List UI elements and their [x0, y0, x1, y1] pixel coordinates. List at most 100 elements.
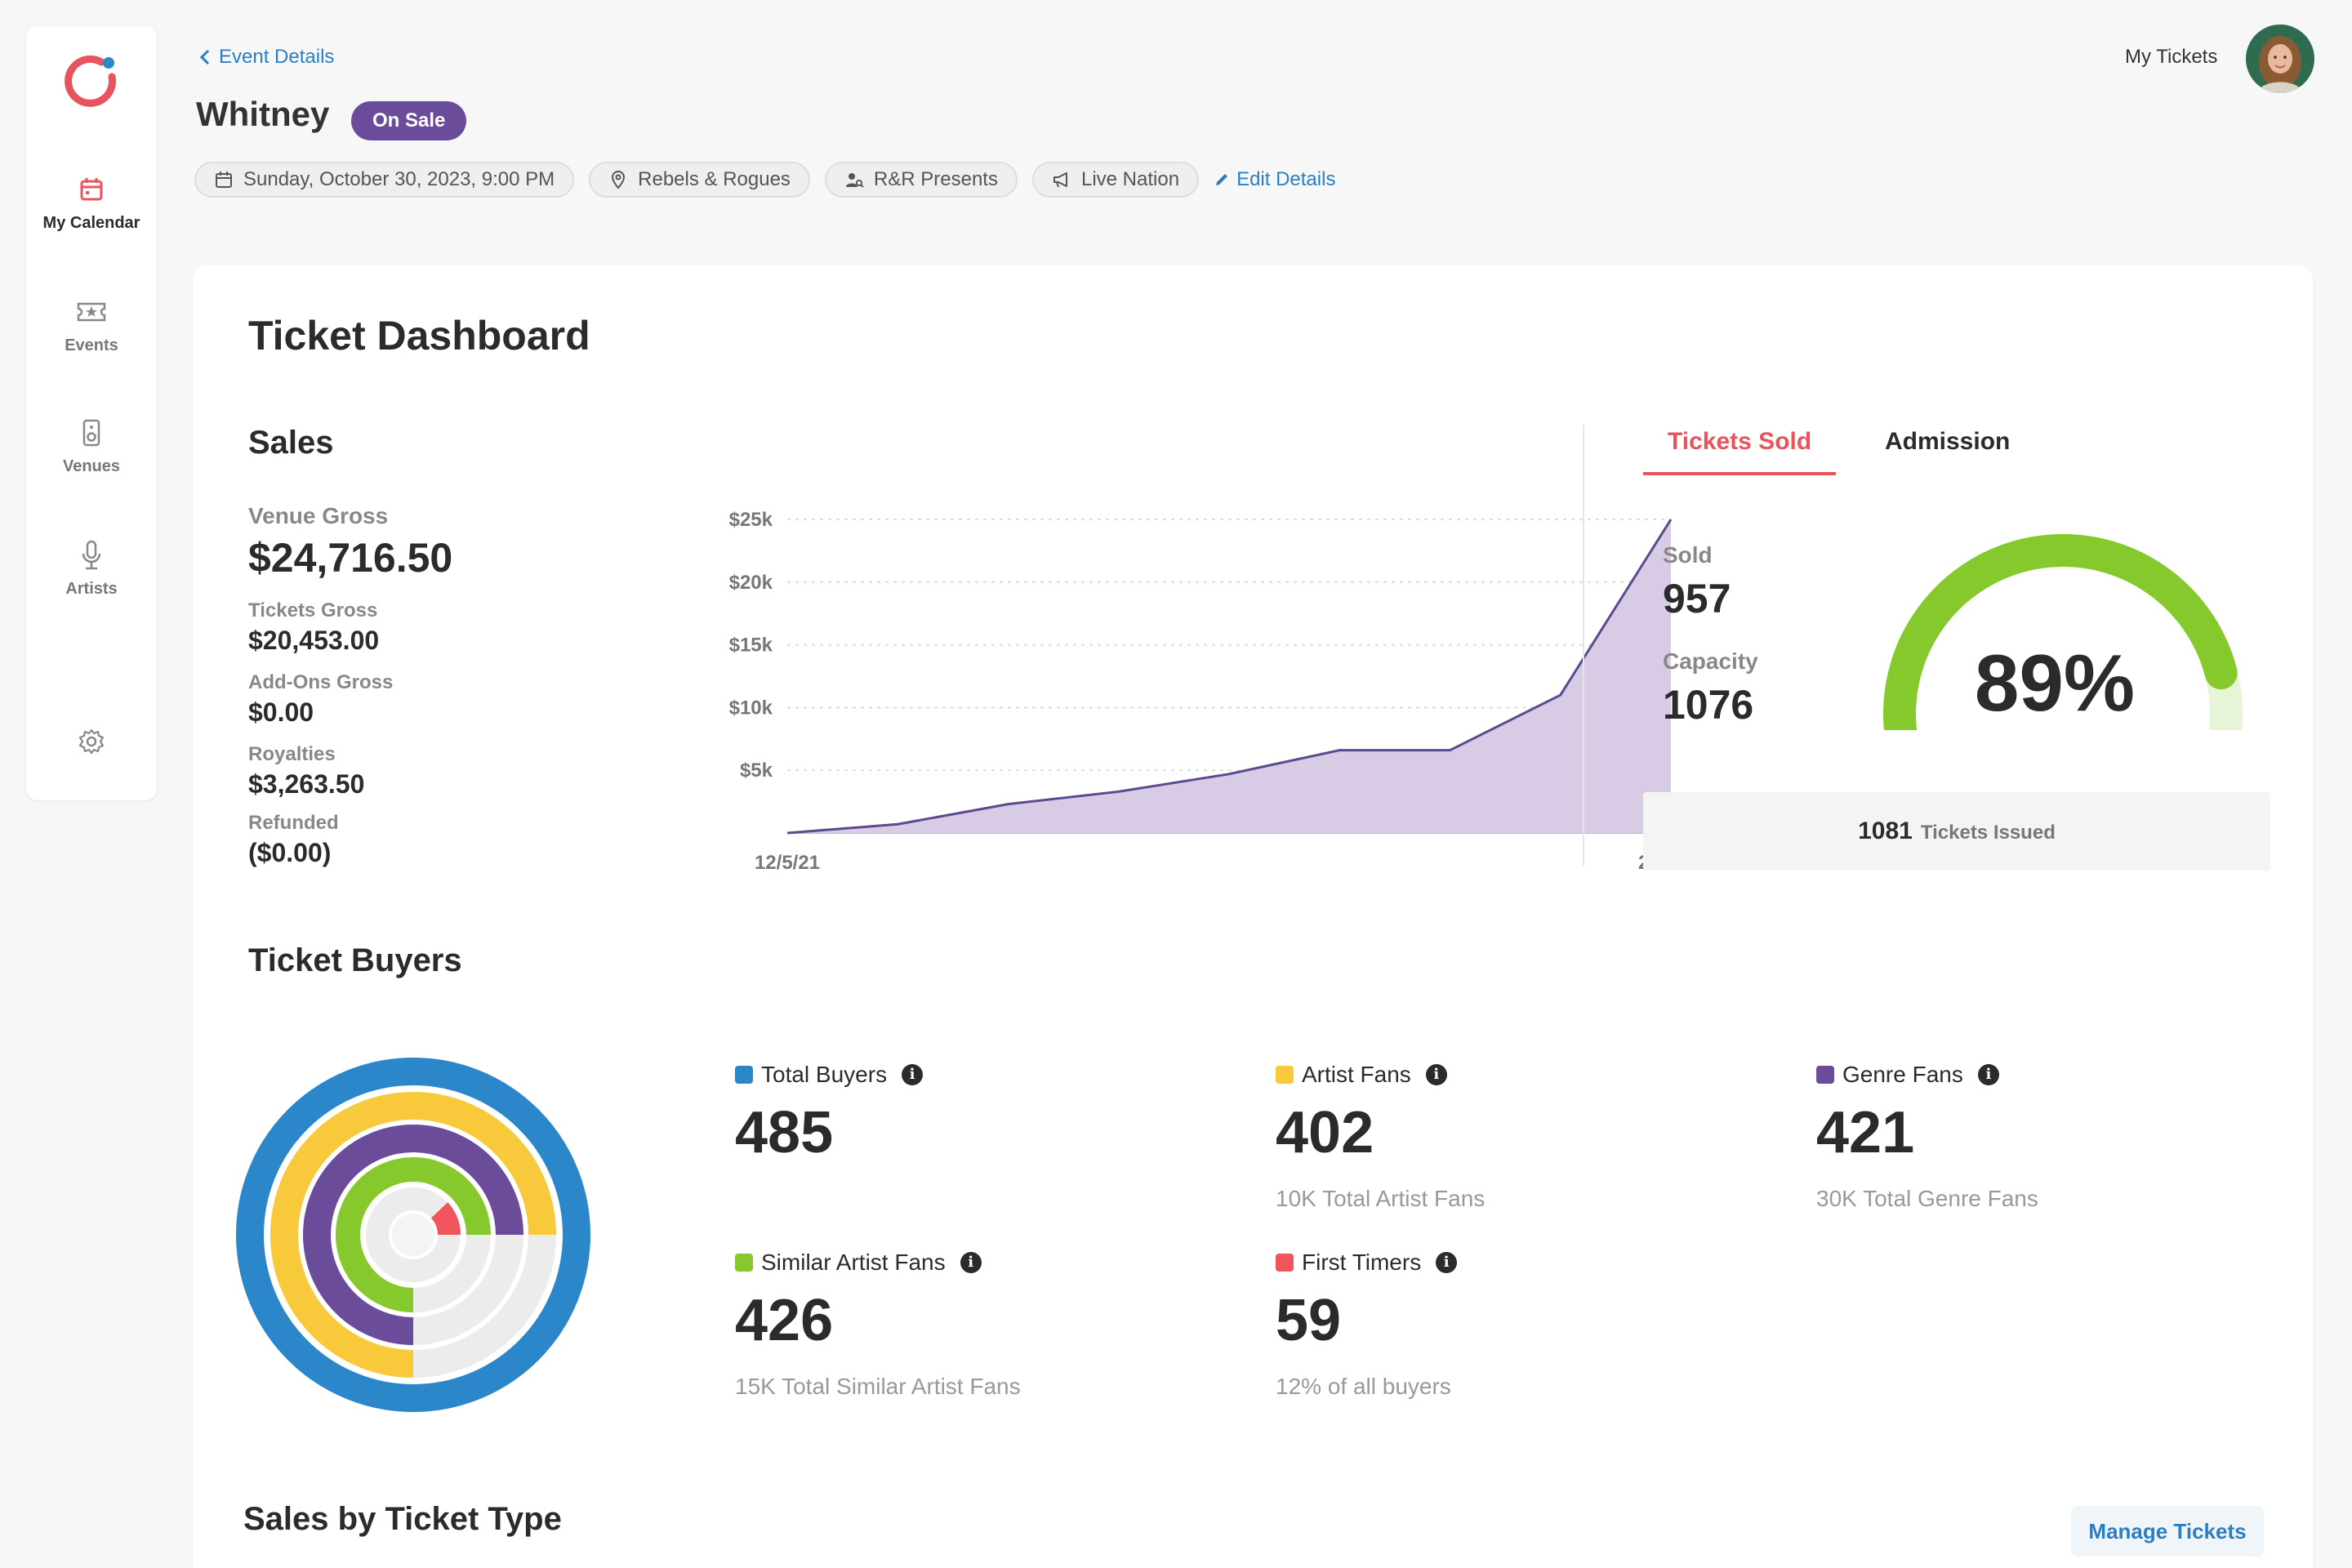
speaker-icon: [82, 419, 100, 447]
y-tick-label: $5k: [740, 760, 773, 782]
metric-value: ($0.00): [248, 838, 332, 867]
metric-label: Tickets Gross: [248, 599, 378, 621]
tickets-issued-count: 1081: [1858, 817, 1913, 844]
nav-label: Events: [65, 336, 118, 354]
x-tick-label: 12/5/21: [755, 852, 820, 874]
sold-value: 957: [1663, 576, 1731, 621]
tab-admission[interactable]: Admission: [1855, 428, 2039, 472]
buyers-radial-chart: [236, 1058, 590, 1412]
map-pin-icon: [612, 171, 626, 189]
stat-value: 59: [1276, 1288, 1342, 1353]
ring-center: [392, 1214, 434, 1256]
back-link[interactable]: Event Details: [199, 46, 334, 69]
sales-line: [786, 519, 1673, 835]
metric-label: Venue Gross: [248, 503, 389, 528]
app-logo[interactable]: [59, 47, 124, 113]
section-divider: [1583, 425, 1584, 866]
stat-subtext: 12% of all buyers: [1276, 1374, 1451, 1399]
promoter-chip[interactable]: R&R Presents: [824, 162, 1018, 198]
refunded-metric: Refunded ($0.00): [248, 812, 339, 868]
info-icon[interactable]: i: [1436, 1252, 1458, 1273]
stat-total-buyers: Total Buyers i 485: [735, 1062, 924, 1166]
chevron-left-icon: [199, 49, 210, 65]
y-tick-label: $15k: [729, 635, 773, 657]
ring-genre-fans: [303, 1125, 523, 1345]
tab-tickets-sold[interactable]: Tickets Sold: [1643, 428, 1837, 475]
nav-venues[interactable]: Venues: [26, 416, 157, 476]
tab-label: Admission: [1885, 428, 2011, 455]
megaphone-icon: [1053, 172, 1067, 188]
avatar[interactable]: [2246, 24, 2314, 93]
info-icon[interactable]: i: [1425, 1064, 1447, 1085]
stat-subtext: 10K Total Artist Fans: [1276, 1186, 1486, 1211]
legend-swatch: [1276, 1066, 1294, 1084]
metric-value: $24,716.50: [248, 535, 453, 581]
stat-subtext: 30K Total Genre Fans: [1816, 1186, 2038, 1211]
ring-similar-artist-fans: [336, 1157, 491, 1312]
y-tick-label: $10k: [729, 697, 773, 719]
page-title: Whitney: [196, 95, 330, 133]
organizer-chip-label: Live Nation: [1080, 168, 1180, 190]
nav-label: Venues: [62, 457, 121, 475]
legend-swatch: [735, 1066, 753, 1084]
sales-by-type-heading: Sales by Ticket Type: [243, 1501, 562, 1537]
info-icon[interactable]: i: [1977, 1064, 1999, 1085]
metric-label: Royalties: [248, 743, 336, 765]
legend-swatch: [1276, 1254, 1294, 1272]
sales-area: [787, 519, 1671, 833]
date-chip[interactable]: Sunday, October 30, 2023, 9:00 PM: [194, 162, 575, 198]
stat-value: 485: [735, 1100, 834, 1165]
stat-label: Artist Fans: [1302, 1062, 1411, 1087]
stat-first-timers: First Timers i 59 12% of all buyers: [1276, 1250, 1458, 1400]
stat-value: 426: [735, 1288, 834, 1353]
venue-chip[interactable]: Rebels & Rogues: [589, 162, 810, 198]
gear-icon[interactable]: [77, 727, 106, 756]
capacity-value: 1076: [1663, 682, 1754, 728]
stat-subtext: 15K Total Similar Artist Fans: [735, 1374, 1021, 1399]
ring-first-timers: [430, 1202, 461, 1236]
nav-artists[interactable]: Artists: [26, 539, 157, 599]
info-icon[interactable]: i: [960, 1252, 982, 1273]
ticket-buyers-heading: Ticket Buyers: [248, 942, 462, 978]
capacity-label: Capacity: [1663, 648, 1758, 674]
stat-label: Genre Fans: [1842, 1062, 1963, 1087]
ring-total-buyers: [236, 1058, 590, 1412]
gauge-percent: 89%: [1974, 638, 2136, 728]
date-chip-label: Sunday, October 30, 2023, 9:00 PM: [243, 168, 555, 190]
stat-artist-fans: Artist Fans i 402 10K Total Artist Fans: [1276, 1062, 1485, 1212]
metric-label: Refunded: [248, 812, 339, 834]
manage-tickets-button[interactable]: Manage Tickets: [2071, 1506, 2264, 1557]
tickets-issued: 1081 Tickets Issued: [1643, 792, 2270, 871]
metric-value: $20,453.00: [248, 626, 380, 655]
royalties-metric: Royalties $3,263.50: [248, 743, 364, 800]
back-link-label: Event Details: [219, 46, 335, 68]
nav-events[interactable]: Events: [26, 296, 157, 355]
status-badge: On Sale: [351, 101, 467, 140]
legend-swatch: [735, 1254, 753, 1272]
stat-genre-fans: Genre Fans i 421 30K Total Genre Fans: [1816, 1062, 2038, 1212]
stat-label: Total Buyers: [761, 1062, 888, 1087]
my-tickets-link[interactable]: My Tickets: [2125, 46, 2218, 68]
tab-label: Tickets Sold: [1668, 428, 1812, 455]
edit-details-link[interactable]: Edit Details: [1214, 168, 1335, 191]
ring-artist-fans: [270, 1092, 556, 1378]
info-icon[interactable]: i: [902, 1064, 924, 1085]
pencil-icon: [1216, 174, 1228, 185]
legend-swatch: [1816, 1066, 1834, 1084]
user-search-icon: [845, 173, 864, 188]
gauge-fill: [1883, 534, 2238, 730]
tickets-issued-label: Tickets Issued: [1920, 822, 2056, 844]
promoter-chip-label: R&R Presents: [873, 168, 998, 190]
tickets-gross-metric: Tickets Gross $20,453.00: [248, 599, 379, 656]
sidebar: My Calendar Events Venues Artists: [26, 26, 157, 800]
organizer-chip[interactable]: Live Nation: [1031, 162, 1200, 198]
metric-value: $3,263.50: [248, 769, 365, 799]
venue-gross-metric: Venue Gross $24,716.50: [248, 503, 452, 581]
dashboard-title: Ticket Dashboard: [248, 313, 590, 359]
nav-my-calendar[interactable]: My Calendar: [26, 173, 157, 233]
stat-label: Similar Artist Fans: [761, 1250, 946, 1275]
stat-label: First Timers: [1302, 1250, 1422, 1275]
y-tick-label: $25k: [729, 509, 773, 531]
microphone-icon: [82, 540, 101, 570]
dashboard-card: Ticket Dashboard Sales Venue Gross $24,7…: [193, 265, 2313, 1568]
